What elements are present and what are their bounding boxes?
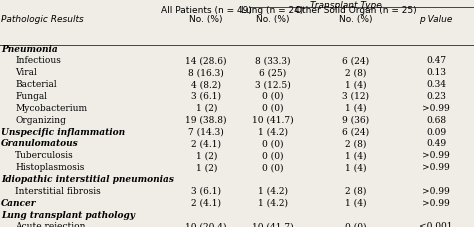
Text: 0 (0): 0 (0) [262, 151, 283, 160]
Text: No. (%): No. (%) [190, 15, 223, 24]
Text: 10 (20.4): 10 (20.4) [185, 221, 227, 227]
Text: Tuberculosis: Tuberculosis [15, 151, 74, 160]
Text: Pneumonia: Pneumonia [1, 44, 58, 53]
Text: 1 (4): 1 (4) [345, 80, 366, 89]
Text: 1 (4.2): 1 (4.2) [257, 127, 288, 136]
Text: >0.99: >0.99 [422, 198, 450, 207]
Text: <0.001: <0.001 [419, 221, 453, 227]
Text: 0.47: 0.47 [426, 56, 446, 65]
Text: 0 (0): 0 (0) [345, 221, 366, 227]
Text: 0.34: 0.34 [426, 80, 446, 89]
Text: 2 (8): 2 (8) [345, 186, 366, 195]
Text: No. (%): No. (%) [339, 15, 372, 24]
Text: 3 (12): 3 (12) [342, 91, 369, 101]
Text: All Patients (n = 49): All Patients (n = 49) [161, 6, 252, 15]
Text: Other Solid Organ (n = 25): Other Solid Organ (n = 25) [295, 6, 416, 15]
Text: Unspecific inflammation: Unspecific inflammation [1, 127, 125, 136]
Text: Pathologic Results: Pathologic Results [1, 15, 84, 24]
Text: 0.49: 0.49 [426, 139, 446, 148]
Text: 1 (4): 1 (4) [345, 162, 366, 171]
Text: Interstitial fibrosis: Interstitial fibrosis [15, 186, 101, 195]
Text: 3 (6.1): 3 (6.1) [191, 91, 221, 101]
Text: 2 (4.1): 2 (4.1) [191, 139, 221, 148]
Text: 0 (0): 0 (0) [262, 91, 283, 101]
Text: 8 (33.3): 8 (33.3) [255, 56, 290, 65]
Text: 10 (41.7): 10 (41.7) [252, 221, 293, 227]
Text: >0.99: >0.99 [422, 151, 450, 160]
Text: 2 (8): 2 (8) [345, 68, 366, 77]
Text: 1 (4.2): 1 (4.2) [257, 186, 288, 195]
Text: p Value: p Value [419, 15, 453, 24]
Text: Acute rejection: Acute rejection [15, 221, 86, 227]
Text: Bacterial: Bacterial [15, 80, 57, 89]
Text: 1 (4): 1 (4) [345, 103, 366, 112]
Text: Idiopathic interstitial pneumonias: Idiopathic interstitial pneumonias [1, 174, 174, 183]
Text: 0.23: 0.23 [426, 91, 446, 101]
Text: 3 (12.5): 3 (12.5) [255, 80, 291, 89]
Text: 1 (4.2): 1 (4.2) [257, 198, 288, 207]
Text: No. (%): No. (%) [256, 15, 289, 24]
Text: 6 (25): 6 (25) [259, 68, 286, 77]
Text: 10 (41.7): 10 (41.7) [252, 115, 293, 124]
Text: >0.99: >0.99 [422, 186, 450, 195]
Text: Transplant Type: Transplant Type [310, 1, 382, 10]
Text: 0.68: 0.68 [426, 115, 446, 124]
Text: 6 (24): 6 (24) [342, 56, 369, 65]
Text: 1 (4): 1 (4) [345, 198, 366, 207]
Text: 4 (8.2): 4 (8.2) [191, 80, 221, 89]
Text: Mycobacterium: Mycobacterium [15, 103, 87, 112]
Text: Lung transplant pathology: Lung transplant pathology [1, 210, 135, 219]
Text: Histoplasmosis: Histoplasmosis [15, 162, 84, 171]
Text: 2 (8): 2 (8) [345, 139, 366, 148]
Text: 1 (2): 1 (2) [195, 151, 217, 160]
Text: 1 (2): 1 (2) [195, 103, 217, 112]
Text: 1 (4): 1 (4) [345, 151, 366, 160]
Text: 0 (0): 0 (0) [262, 103, 283, 112]
Text: 7 (14.3): 7 (14.3) [188, 127, 224, 136]
Text: Organizing: Organizing [15, 115, 66, 124]
Text: Viral: Viral [15, 68, 37, 77]
Text: 1 (2): 1 (2) [195, 162, 217, 171]
Text: 8 (16.3): 8 (16.3) [188, 68, 224, 77]
Text: >0.99: >0.99 [422, 103, 450, 112]
Text: Cancer: Cancer [1, 198, 36, 207]
Text: 0 (0): 0 (0) [262, 162, 283, 171]
Text: 2 (4.1): 2 (4.1) [191, 198, 221, 207]
Text: 0.09: 0.09 [426, 127, 446, 136]
Text: 6 (24): 6 (24) [342, 127, 369, 136]
Text: Lung (n = 24): Lung (n = 24) [241, 6, 304, 15]
Text: 9 (36): 9 (36) [342, 115, 369, 124]
Text: 3 (6.1): 3 (6.1) [191, 186, 221, 195]
Text: Fungal: Fungal [15, 91, 47, 101]
Text: 19 (38.8): 19 (38.8) [185, 115, 227, 124]
Text: Infectious: Infectious [15, 56, 61, 65]
Text: 14 (28.6): 14 (28.6) [185, 56, 227, 65]
Text: >0.99: >0.99 [422, 162, 450, 171]
Text: 0 (0): 0 (0) [262, 139, 283, 148]
Text: Granulomatous: Granulomatous [1, 139, 79, 148]
Text: 0.13: 0.13 [426, 68, 446, 77]
